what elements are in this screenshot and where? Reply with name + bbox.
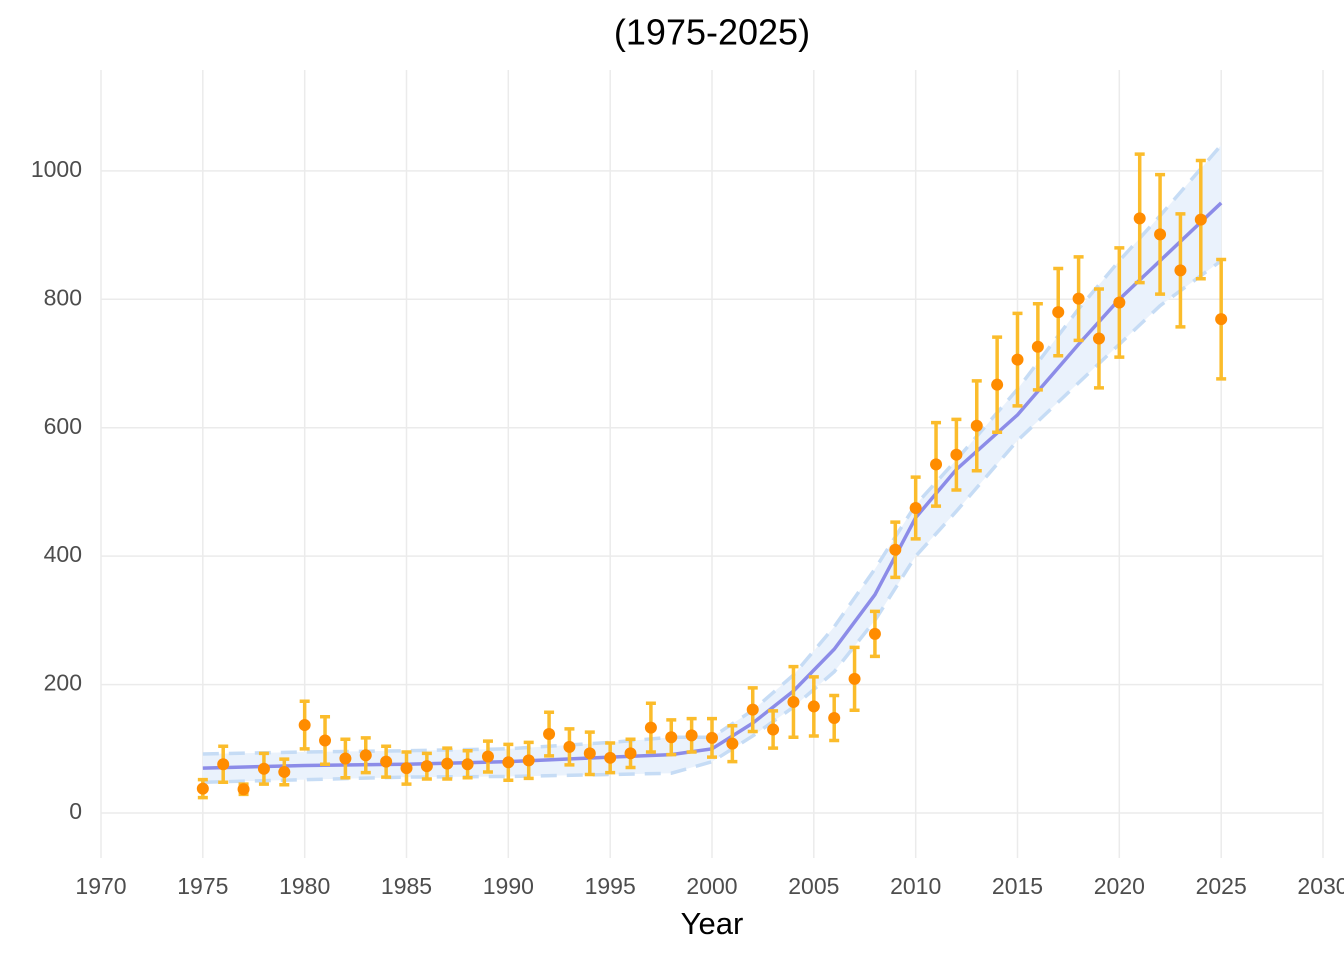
data-point bbox=[889, 543, 902, 556]
data-point bbox=[217, 758, 230, 771]
y-tick-label: 400 bbox=[44, 541, 82, 567]
x-tick-label: 1985 bbox=[381, 873, 432, 899]
data-point bbox=[665, 731, 678, 744]
x-tick-label: 1975 bbox=[177, 873, 228, 899]
data-point bbox=[726, 737, 739, 750]
data-point bbox=[257, 762, 270, 775]
y-tick-label: 800 bbox=[44, 284, 82, 310]
x-tick-label: 2015 bbox=[992, 873, 1043, 899]
data-point bbox=[359, 749, 372, 762]
data-point bbox=[319, 734, 332, 747]
data-point bbox=[746, 703, 759, 716]
data-point bbox=[604, 751, 617, 764]
data-point bbox=[970, 419, 983, 432]
data-point bbox=[1113, 296, 1126, 309]
data-point bbox=[481, 750, 494, 763]
data-point bbox=[1215, 313, 1228, 326]
data-point bbox=[380, 755, 393, 768]
data-point bbox=[807, 700, 820, 713]
data-point bbox=[339, 752, 352, 765]
data-point bbox=[1174, 264, 1187, 277]
x-tick-label: 1995 bbox=[585, 873, 636, 899]
x-tick-label: 2025 bbox=[1196, 873, 1247, 899]
data-point bbox=[196, 782, 209, 795]
x-tick-label: 1970 bbox=[75, 873, 126, 899]
data-point bbox=[1052, 306, 1065, 319]
data-point bbox=[1154, 228, 1167, 241]
data-point bbox=[563, 740, 576, 753]
confidence-bound bbox=[202, 143, 1223, 756]
data-point bbox=[685, 729, 698, 742]
data-point bbox=[624, 747, 637, 760]
data-point bbox=[644, 721, 657, 734]
data-point bbox=[298, 719, 311, 732]
fit-line bbox=[202, 201, 1223, 770]
data-point bbox=[543, 728, 556, 741]
data-point bbox=[930, 458, 943, 471]
data-point bbox=[583, 747, 596, 760]
data-point bbox=[502, 756, 515, 769]
data-point bbox=[1011, 353, 1024, 366]
x-axis-label: Year bbox=[681, 906, 744, 941]
data-point bbox=[1092, 332, 1105, 345]
y-tick-label: 1000 bbox=[31, 156, 82, 182]
data-point bbox=[441, 757, 454, 770]
data-point bbox=[706, 731, 718, 744]
data-point bbox=[909, 501, 922, 514]
x-tick-label: 2000 bbox=[686, 873, 737, 899]
y-tick-label: 0 bbox=[69, 798, 82, 824]
x-tick-label: 2020 bbox=[1094, 873, 1145, 899]
data-point bbox=[237, 783, 250, 796]
data-point bbox=[848, 672, 861, 685]
y-tick-label: 200 bbox=[44, 670, 82, 696]
x-tick-label: 2010 bbox=[890, 873, 941, 899]
data-point bbox=[522, 754, 535, 767]
data-point bbox=[787, 695, 800, 708]
data-point bbox=[1133, 212, 1146, 225]
data-point bbox=[1072, 292, 1085, 305]
data-point bbox=[767, 723, 780, 736]
x-tick-label: 1980 bbox=[279, 873, 330, 899]
x-tick-label: 1990 bbox=[483, 873, 534, 899]
data-point bbox=[278, 765, 291, 778]
data-point bbox=[868, 627, 881, 640]
data-point bbox=[400, 762, 413, 775]
y-tick-label: 600 bbox=[44, 413, 82, 439]
x-tick-label: 2005 bbox=[788, 873, 839, 899]
chart-title: (1975-2025) bbox=[614, 12, 810, 53]
x-tick-label: 2030 bbox=[1297, 873, 1344, 899]
data-point bbox=[1031, 340, 1044, 353]
data-point bbox=[420, 760, 433, 773]
data-point bbox=[950, 448, 963, 461]
data-point bbox=[991, 378, 1004, 391]
data-point bbox=[1194, 213, 1207, 226]
data-point bbox=[828, 711, 841, 724]
data-point bbox=[461, 758, 474, 771]
